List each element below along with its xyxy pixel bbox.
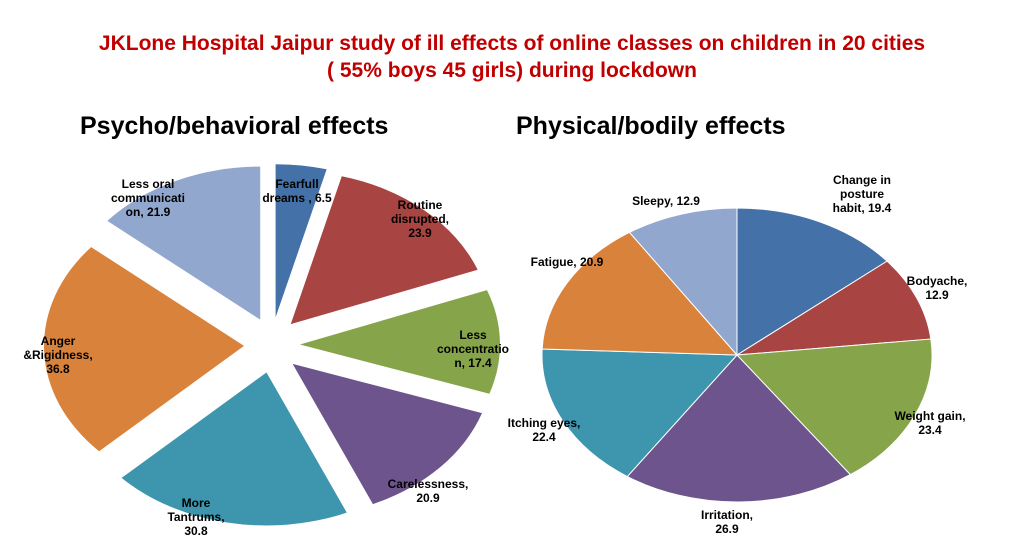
physical-label-sleepy: Sleepy, 12.9 xyxy=(632,194,700,208)
psycho-label-line: Fearfull xyxy=(275,177,318,191)
psycho-label-line: 36.8 xyxy=(46,362,70,376)
physical-slice-sleepy xyxy=(628,207,738,357)
physical-slice-fatigue xyxy=(541,231,739,356)
physical-label-line: 22.4 xyxy=(532,430,556,444)
psycho-label-line: dreams , 6.5 xyxy=(262,191,332,205)
physical-label-line: posture xyxy=(840,187,884,201)
psycho-slice-routine-disrupted xyxy=(290,176,478,325)
psycho-slice-fearfull-dreams xyxy=(275,164,327,318)
physical-slice-irritation xyxy=(626,354,852,503)
physical-label-change-in-posture-habit: Change in posture habit, 19.4 xyxy=(833,173,892,215)
title-line-1: JKLone Hospital Jaipur study of ill effe… xyxy=(98,32,926,55)
psycho-label-routine-disrupted: Routine disrupted, 23.9 xyxy=(391,198,449,240)
psycho-label-less-oral-communication: Less oral communicati on, 21.9 xyxy=(111,177,185,219)
physical-chart-title: Physical/bodily effects xyxy=(516,112,786,140)
physical-label-line: 26.9 xyxy=(715,522,739,536)
psycho-label-line: concentratio xyxy=(437,342,509,356)
psycho-label-line: More xyxy=(182,496,211,510)
psycho-slice-carelessness xyxy=(292,363,482,505)
psycho-label-line: 20.9 xyxy=(416,491,440,505)
physical-slice-itching-eyes xyxy=(541,348,739,478)
physical-label-line: 12.9 xyxy=(925,288,949,302)
physical-label-fatigue: Fatigue, 20.9 xyxy=(531,255,604,269)
physical-slice-weight-gain xyxy=(735,338,933,476)
psycho-label-line: Less xyxy=(459,328,487,342)
psycho-label-line: Routine xyxy=(398,198,443,212)
psycho-label-line: Less oral xyxy=(122,177,175,191)
physical-label-line: Change in xyxy=(833,173,891,187)
physical-pie: Change in posture habit, 19.4 Bodyache, 12.9… xyxy=(508,173,968,536)
psycho-label-line: disrupted, xyxy=(391,212,449,226)
physical-label-line: Fatigue, 20.9 xyxy=(531,255,604,269)
psycho-label-more-tantrums: More Tantrums, 30.8 xyxy=(167,496,224,538)
physical-label-line: Sleepy, 12.9 xyxy=(632,194,700,208)
physical-label-line: Irritation, xyxy=(701,508,753,522)
title-line-2: ( 55% boys 45 girls) during lockdown xyxy=(327,59,697,82)
psycho-label-line: 23.9 xyxy=(408,226,432,240)
psycho-slice-more-tantrums xyxy=(121,372,347,526)
psycho-chart-title: Psycho/behavioral effects xyxy=(80,112,389,140)
psycho-label-anger-rigidness: Anger &Rigidness, 36.8 xyxy=(23,334,92,376)
physical-label-weight-gain: Weight gain, 23.4 xyxy=(894,409,965,437)
psycho-slice-anger-rigidness xyxy=(44,247,245,452)
physical-label-line: habit, 19.4 xyxy=(833,201,892,215)
physical-label-line: 23.4 xyxy=(918,423,942,437)
physical-slice-change-in-posture-habit xyxy=(736,207,888,356)
psycho-label-fearfull-dreams: Fearfull dreams , 6.5 xyxy=(262,177,332,205)
psycho-label-line: communicati xyxy=(111,191,185,205)
psycho-pie: Fearfull dreams , 6.5 Routine disrupted, 23.… xyxy=(23,164,509,538)
psycho-label-carelessness: Carelessness, 20.9 xyxy=(388,477,469,505)
physical-label-line: Itching eyes, xyxy=(508,416,581,430)
psycho-label-line: Anger xyxy=(41,334,76,348)
psycho-label-line: Tantrums, xyxy=(167,510,224,524)
page-title: JKLone Hospital Jaipur study of ill effe… xyxy=(0,30,1024,84)
physical-label-line: Weight gain, xyxy=(894,409,965,423)
psycho-label-line: n, 17.4 xyxy=(454,356,492,370)
physical-label-itching-eyes: Itching eyes, 22.4 xyxy=(508,416,581,444)
psycho-label-line: 30.8 xyxy=(184,524,208,538)
physical-label-bodyache: Bodyache, 12.9 xyxy=(907,274,968,302)
psycho-label-line: on, 21.9 xyxy=(126,205,171,219)
psycho-slice-less-oral-communication xyxy=(107,166,261,320)
psycho-label-line: Carelessness, xyxy=(388,477,469,491)
psycho-label-line: &Rigidness, xyxy=(23,348,92,362)
physical-label-irritation: Irritation, 26.9 xyxy=(701,508,753,536)
psycho-label-less-concentration: Less concentratio n, 17.4 xyxy=(437,328,509,370)
physical-slice-bodyache xyxy=(736,260,932,356)
physical-label-line: Bodyache, xyxy=(907,274,968,288)
psycho-slice-less-concentration xyxy=(299,290,500,394)
